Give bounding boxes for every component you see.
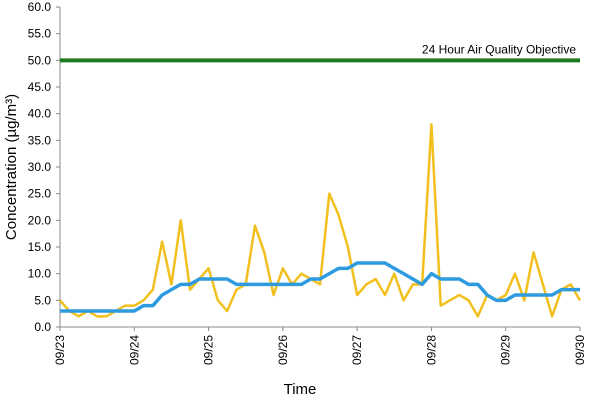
data-line <box>60 261 580 313</box>
x-tick-label: 09/28 <box>424 335 438 365</box>
y-axis-title: Concentration (µg/m³) <box>3 94 20 240</box>
x-axis-title: Time <box>284 381 317 398</box>
y-tick-label: 5.0 <box>34 293 51 307</box>
y-tick-label: 55.0 <box>28 27 52 41</box>
y-tick-label: 15.0 <box>28 240 52 254</box>
x-tick-label: 09/23 <box>53 335 67 365</box>
data-line <box>59 123 582 318</box>
y-tick-label: 10.0 <box>28 267 52 281</box>
y-tick-label: 25.0 <box>28 187 52 201</box>
x-tick-label: 09/25 <box>202 335 216 365</box>
y-tick-label: 60.0 <box>28 0 52 14</box>
x-tick-label: 09/29 <box>499 335 513 365</box>
y-tick-label: 45.0 <box>28 80 52 94</box>
objective-label: 24 Hour Air Quality Objective <box>422 42 576 56</box>
x-tick-label: 09/27 <box>350 335 364 365</box>
y-tick-label: 30.0 <box>28 160 52 174</box>
y-tick-label: 50.0 <box>28 53 52 67</box>
y-tick-label: 0.0 <box>34 320 51 334</box>
y-tick-label: 35.0 <box>28 133 52 147</box>
y-tick-label: 20.0 <box>28 213 52 227</box>
x-tick-label: 09/30 <box>573 335 587 365</box>
y-tick-label: 40.0 <box>28 107 52 121</box>
x-tick-label: 09/24 <box>127 335 141 365</box>
x-tick-label: 09/26 <box>276 335 290 365</box>
